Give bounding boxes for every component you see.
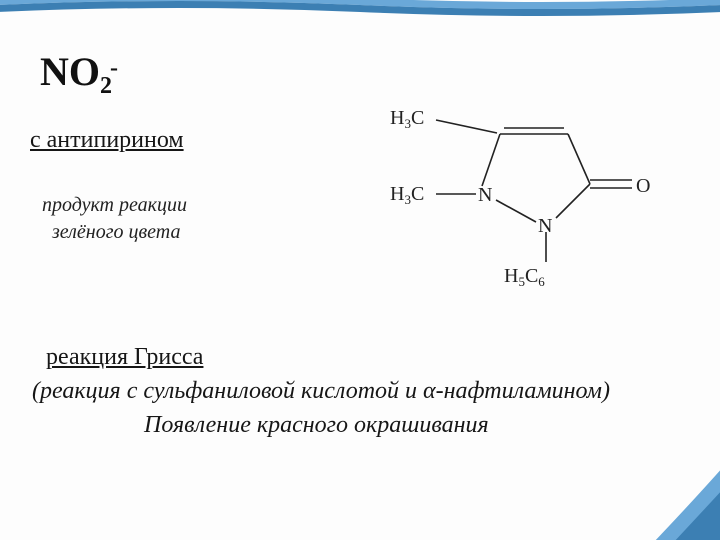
chem-n-lower: N xyxy=(538,215,552,237)
green-line2: зелёного цвета xyxy=(42,219,187,246)
title-formula: NO2- xyxy=(40,48,120,95)
chem-oxygen: O xyxy=(636,175,650,197)
sulfanilic-line: (реакция с сульфаниловой кислотой и α-на… xyxy=(32,378,610,405)
slide-corner-ornament xyxy=(634,454,720,540)
chem-h5c6: H5C6 xyxy=(504,265,545,289)
red-result-line: Появление красного окрашивания xyxy=(144,412,489,439)
formula-base: NO xyxy=(40,49,100,94)
green-product-text: продукт реакции зелёного цвета xyxy=(42,192,187,246)
chem-h3c-top: H3C xyxy=(390,107,424,131)
slide-top-border xyxy=(0,0,720,26)
griess-label: реакция Грисса xyxy=(36,344,213,370)
antipyrine-heading: с антипирином xyxy=(30,127,184,154)
griess-heading: реакция Грисса xyxy=(36,344,213,371)
formula-superscript: - xyxy=(110,55,118,81)
green-line1: продукт реакции xyxy=(42,192,187,219)
chemical-structure: H3C H3C N N O H5C6 xyxy=(350,106,670,296)
chem-h3c-mid: H3C xyxy=(390,183,424,207)
chem-n-upper: N xyxy=(478,184,492,206)
